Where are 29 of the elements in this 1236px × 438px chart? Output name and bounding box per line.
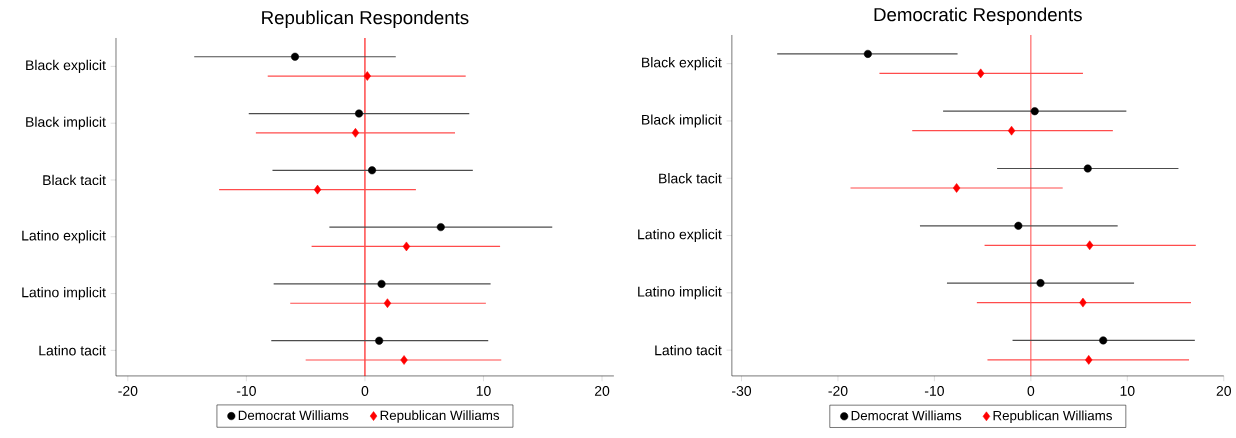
x-tick-label: -30 [732, 386, 752, 396]
y-tick-label: Black implicit [26, 116, 106, 130]
y-tick-label: Black tacit [43, 174, 106, 186]
y-tick-label: Latino tacit [39, 345, 106, 356]
x-tick-label: 0 [361, 386, 369, 396]
legend-label: Democrat Williams [238, 410, 349, 421]
x-tick-label: 0 [1027, 386, 1035, 396]
y-tick-label: Black implicit [642, 114, 722, 128]
y-tick-label: Latino tacit [655, 345, 722, 356]
y-tick-label: Black explicit [26, 59, 106, 73]
x-tick-label: 20 [1216, 386, 1231, 396]
x-tick-label: 10 [1120, 386, 1135, 396]
chart-title: Republican Respondents [262, 10, 469, 28]
legend-label: Republican Williams [993, 410, 1112, 423]
y-tick-label: Black explicit [642, 57, 722, 71]
x-tick-label: 20 [594, 386, 610, 396]
y-tick-label: Latino implicit [638, 286, 722, 300]
x-tick-label: -10 [236, 386, 256, 396]
legend-label: Democrat Williams [851, 410, 962, 421]
chart-title: Democratic Respondents [874, 7, 1082, 25]
y-tick-label: Latino explicit [22, 230, 106, 244]
legend-label: Republican Williams [380, 410, 500, 423]
x-tick-label: -20 [828, 386, 848, 396]
x-tick-label: -20 [118, 386, 138, 396]
x-tick-label: -10 [924, 386, 944, 396]
y-tick-label: Black tacit [659, 173, 722, 184]
y-tick-label: Latino implicit [22, 287, 106, 301]
y-tick-label: Latino explicit [638, 229, 722, 243]
x-tick-label: 10 [476, 386, 491, 396]
